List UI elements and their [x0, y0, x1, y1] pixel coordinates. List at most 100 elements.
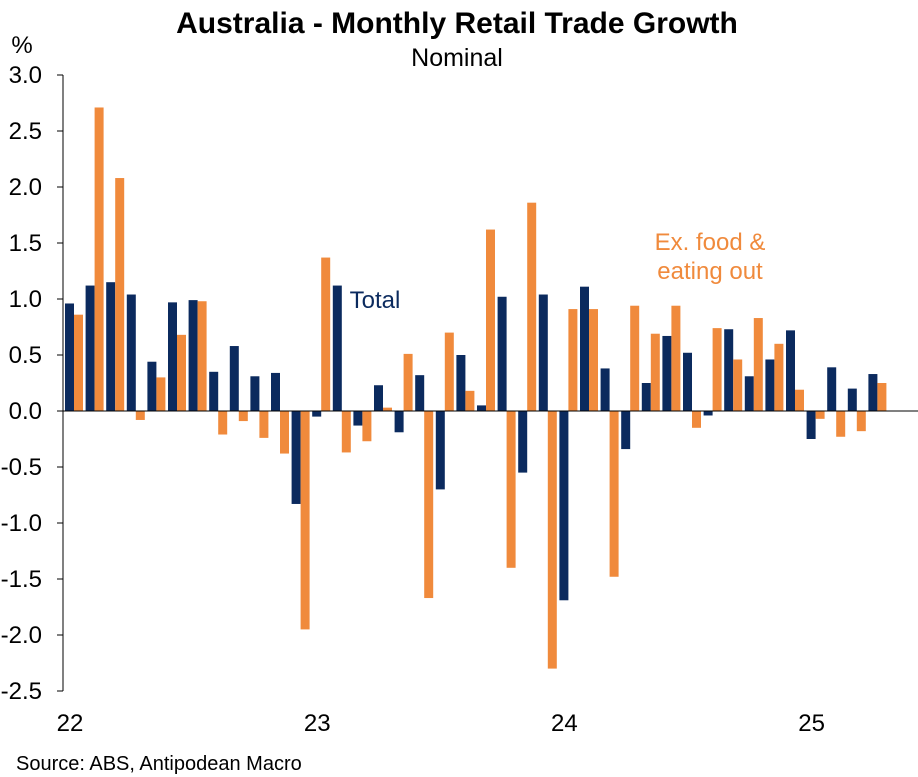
bar-total	[600, 368, 610, 411]
chart-title: Australia - Monthly Retail Trade Growth	[176, 7, 738, 40]
x-tick-label: 24	[551, 710, 578, 737]
bar-total	[847, 388, 857, 411]
source-note: Source: ABS, Antipodean Macro	[16, 753, 302, 775]
bar-ex_food	[774, 343, 784, 411]
bar-ex_food	[135, 411, 145, 420]
y-tick-label: 0.0	[9, 398, 42, 425]
bar-total	[806, 411, 816, 439]
bar-total	[168, 302, 177, 411]
bar-ex_food	[94, 107, 104, 411]
bar-total	[209, 371, 219, 411]
y-tick-label: 3.0	[9, 62, 42, 89]
bar-ex_food	[547, 411, 557, 669]
bar-ex_food	[424, 411, 434, 599]
chart-subtitle: Nominal	[411, 44, 503, 72]
bar-total	[580, 286, 589, 411]
bar-total	[65, 303, 74, 411]
bar-ex_food	[568, 309, 578, 411]
bar-ex_food	[218, 411, 228, 435]
bar-total	[147, 361, 157, 411]
bar-ex_food	[300, 411, 310, 630]
y-tick-label: -1.0	[1, 510, 42, 537]
bar-total	[415, 375, 425, 411]
bar-ex_food	[650, 333, 660, 411]
bar-total	[353, 411, 363, 426]
bar-total	[827, 367, 837, 411]
bar-total	[621, 411, 631, 450]
bar-ex_food	[692, 411, 701, 428]
y-tick-label: -1.5	[1, 566, 42, 593]
y-tick-label: 1.5	[9, 230, 42, 257]
bar-ex_food	[609, 411, 619, 577]
bar-total	[744, 376, 754, 411]
bar-total	[786, 330, 795, 411]
bar-total	[497, 296, 507, 411]
bar-ex_food	[527, 202, 537, 411]
bar-total	[724, 329, 734, 411]
bar-total	[765, 359, 775, 411]
bar-ex_food	[630, 305, 640, 411]
bar-ex_food	[238, 411, 248, 422]
series-label-total: Total	[350, 287, 401, 314]
y-tick-label: -2.0	[1, 622, 42, 649]
bar-total	[868, 374, 878, 411]
bar-total	[641, 383, 651, 411]
annotations: Total Ex. food & eating out	[350, 229, 766, 314]
y-tick-label: 2.5	[9, 118, 42, 145]
bar-total	[435, 411, 445, 490]
bar-ex_food	[753, 318, 763, 411]
bar-ex_food	[589, 309, 598, 411]
bar-total	[703, 411, 713, 416]
x-tick-label: 23	[304, 710, 331, 737]
bar-ex_food	[486, 229, 495, 411]
bar-ex_food	[321, 257, 331, 411]
bar-ex_food	[712, 328, 722, 411]
bar-ex_food	[383, 407, 392, 411]
bar-ex_food	[856, 411, 866, 432]
bar-total	[394, 411, 404, 433]
bar-ex_food	[177, 334, 186, 411]
bar-total	[683, 352, 692, 411]
bar-total	[106, 282, 116, 411]
bar-ex_food	[403, 353, 413, 411]
bar-ex_food	[444, 332, 454, 411]
bar-total	[291, 411, 301, 504]
bar-ex_food	[259, 411, 269, 438]
bar-total	[538, 294, 548, 411]
x-axis: 22 23 24 25	[57, 410, 918, 737]
bar-ex_food	[156, 377, 166, 411]
bar-total	[477, 405, 486, 411]
y-tick-label: 0.5	[9, 342, 42, 369]
y-axis-unit: %	[11, 32, 32, 59]
bar-ex_food	[836, 411, 846, 437]
bar-total	[126, 294, 136, 411]
bar-ex_food	[671, 305, 681, 411]
bar-total	[312, 411, 322, 417]
bar-total	[374, 385, 383, 411]
bar-total	[456, 355, 466, 411]
bar-total	[250, 376, 260, 411]
bar-total	[662, 335, 672, 411]
bar-ex_food	[795, 389, 804, 411]
y-axis: 3.0 2.5 2.0 1.5 1.0 0.5 0.0 -0.5 -1.0 -1.5 -2.0 -2.…	[1, 62, 64, 705]
bar-ex_food	[74, 314, 83, 411]
bar-ex_food	[815, 411, 825, 419]
bars	[65, 107, 887, 669]
bar-ex_food	[280, 411, 289, 454]
bar-ex_food	[465, 390, 475, 411]
x-tick-label: 25	[798, 710, 825, 737]
y-tick-label: 1.0	[9, 286, 42, 313]
bar-ex_food	[877, 383, 887, 411]
bar-ex_food	[341, 411, 351, 453]
bar-ex_food	[362, 411, 372, 442]
bar-total	[518, 411, 528, 473]
series-label-ex_food: Ex. food & eating out	[655, 229, 766, 285]
bar-ex_food	[115, 178, 125, 411]
bar-ex_food	[197, 301, 207, 411]
bar-ex_food	[733, 359, 743, 411]
y-tick-label: 2.0	[9, 174, 42, 201]
bar-total	[271, 372, 280, 411]
bar-ex_food	[506, 411, 516, 568]
y-tick-label: -2.5	[1, 678, 42, 705]
